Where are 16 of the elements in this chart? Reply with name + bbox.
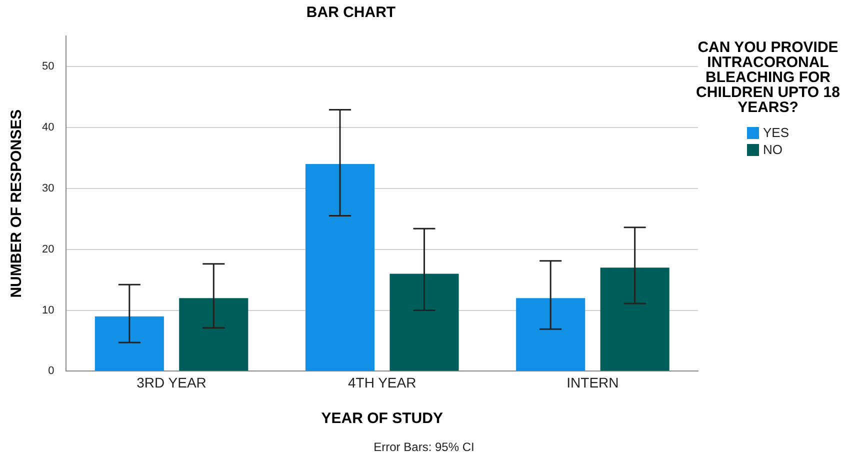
y-tick-label: 0 <box>48 365 54 378</box>
legend-label: YES <box>762 125 789 140</box>
y-tick-label: 10 <box>42 304 54 316</box>
y-tick-label: 30 <box>42 182 54 194</box>
x-axis-title: YEAR OF STUDY <box>321 410 443 428</box>
x-tick-label: INTERN <box>566 374 619 390</box>
legend-title: CAN YOU PROVIDE INTRACORONAL BLEACHING FOR CHILDREN UPTO 18 YEARS? <box>695 39 841 116</box>
x-tick-label: 4TH YEAR <box>348 374 416 390</box>
y-tick-label: 20 <box>42 243 54 256</box>
y-tick-label: 50 <box>42 60 54 73</box>
legend-label: NO <box>762 142 782 157</box>
y-axis-title: NUMBER OF RESPONSES <box>8 109 26 298</box>
text: Error Bars: 95% CI <box>372 440 476 454</box>
x-tick-label: 3RD YEAR <box>136 374 206 390</box>
y-tick-label: 40 <box>42 121 54 134</box>
chart-title: BAR CHART <box>306 4 396 22</box>
